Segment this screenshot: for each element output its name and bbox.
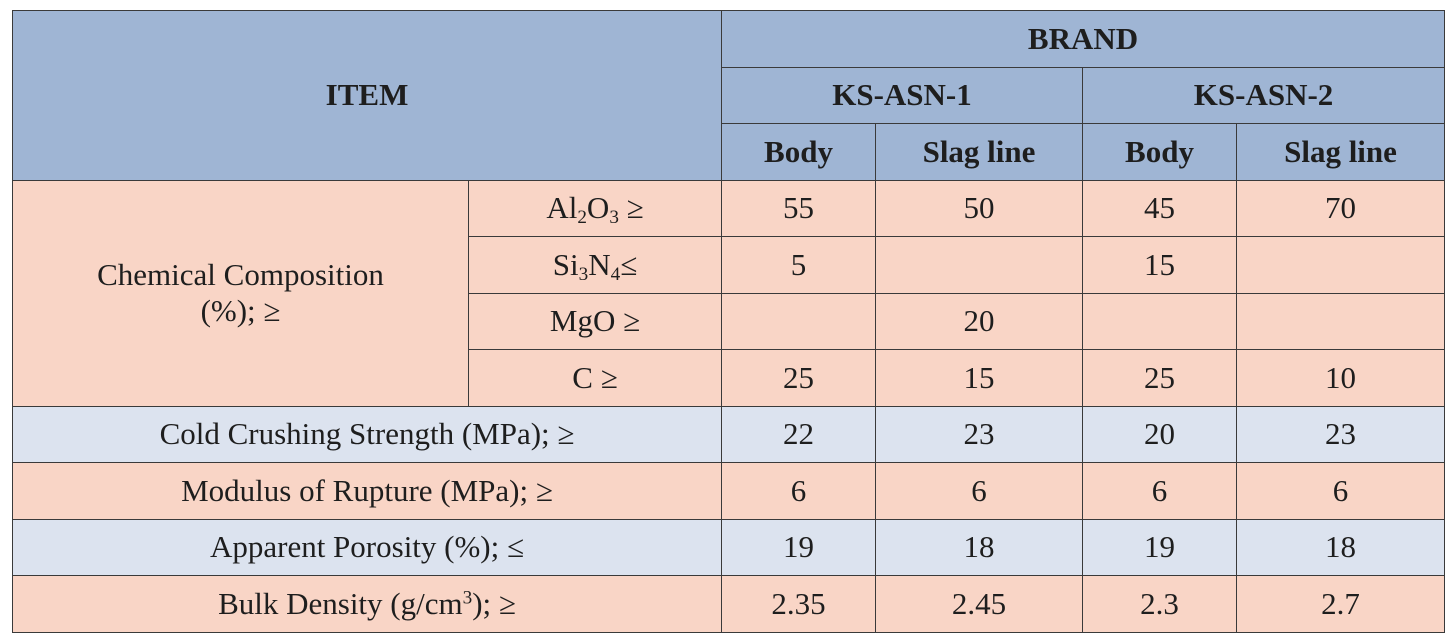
spec-table-wrapper: ITEM BRAND KS-ASN-1 KS-ASN-2 Body Slag l…: [12, 10, 1446, 633]
value-cell: 70: [1235, 179, 1446, 237]
chemical-composition-label: Chemical Composition (%); ≥: [12, 179, 469, 407]
formula-subscript: 4: [610, 263, 621, 285]
value-cell: 2.35: [721, 575, 876, 633]
value-cell: 25: [1082, 349, 1237, 407]
value-cell: 19: [721, 518, 876, 576]
header-row-parts: Body Slag line Body Slag line: [13, 123, 1446, 181]
label-superscript: 3: [462, 587, 473, 609]
formula-part: N: [588, 246, 611, 282]
col-body-2: Body: [1082, 123, 1237, 181]
value-cell: 6: [1235, 462, 1446, 520]
property-label: Cold Crushing Strength (MPa); ≥: [12, 405, 722, 463]
formula-part: Al: [546, 190, 578, 226]
formula-subscript: 3: [609, 207, 619, 229]
value-cell: 20: [1082, 405, 1237, 463]
value-cell: 23: [1235, 405, 1446, 463]
value-cell: 6: [1082, 462, 1237, 520]
value-cell: 18: [875, 518, 1083, 576]
formula-part: ≥: [618, 190, 644, 226]
value-cell: 23: [875, 405, 1083, 463]
value-cell: 6: [875, 462, 1083, 520]
value-cell: 25: [721, 349, 876, 407]
formula-subscript: 3: [578, 263, 589, 285]
value-cell: 5: [721, 236, 876, 294]
value-cell: 15: [1082, 236, 1237, 294]
header-row-brands: KS-ASN-1 KS-ASN-2: [13, 66, 1446, 124]
col-body-1: Body: [721, 123, 876, 181]
header-row-brand: ITEM BRAND: [12, 10, 1446, 181]
label-part: Bulk Density (g/cm: [218, 585, 463, 621]
spec-table: ITEM BRAND KS-ASN-1 KS-ASN-2 Body Slag l…: [12, 10, 1446, 633]
row-cold-crushing-strength: Cold Crushing Strength (MPa); ≥ 22 23 20…: [12, 405, 1446, 463]
brand-ks-asn-1: KS-ASN-1: [721, 66, 1083, 124]
property-label: Apparent Porosity (%); ≤: [12, 518, 722, 576]
property-label: Bulk Density (g/cm3); ≥: [12, 575, 722, 633]
item-header: ITEM: [12, 10, 722, 181]
formula-si3n4: Si3N4≤: [468, 236, 722, 294]
col-slag-line-2: Slag line: [1235, 123, 1446, 181]
value-cell: 55: [721, 179, 876, 237]
formula-subscript: 2: [577, 207, 587, 229]
value-cell: [1235, 236, 1446, 294]
value-cell: 19: [1082, 518, 1237, 576]
label-part: ); ≥: [472, 585, 516, 621]
chem-row-si3n4: Si3N4≤ 5 15: [13, 236, 1446, 294]
value-cell: 45: [1082, 179, 1237, 237]
value-cell: 22: [721, 405, 876, 463]
formula-c: C ≥: [468, 349, 722, 407]
formula-part: Si: [552, 246, 579, 282]
formula-part: ≤: [620, 246, 638, 282]
formula-part: O: [586, 190, 610, 226]
formula-mgo: MgO ≥: [468, 292, 722, 350]
value-cell: [1082, 292, 1237, 350]
chem-label-line2: (%); ≥: [200, 293, 281, 328]
value-cell: [875, 236, 1083, 294]
row-apparent-porosity: Apparent Porosity (%); ≤ 19 18 19 18: [12, 518, 1446, 576]
formula-al2o3: Al2O3 ≥: [468, 179, 722, 237]
row-bulk-density: Bulk Density (g/cm3); ≥ 2.35 2.45 2.3 2.…: [12, 575, 1446, 633]
value-cell: 2.7: [1235, 575, 1446, 633]
chem-row-al2o3: Chemical Composition (%); ≥ Al2O3 ≥ 55 5…: [12, 179, 1446, 407]
value-cell: [721, 292, 876, 350]
chem-row-mgo: MgO ≥ 20: [13, 292, 1446, 350]
property-label: Modulus of Rupture (MPa); ≥: [12, 462, 722, 520]
value-cell: 6: [721, 462, 876, 520]
value-cell: 20: [875, 292, 1083, 350]
value-cell: 15: [875, 349, 1083, 407]
row-modulus-of-rupture: Modulus of Rupture (MPa); ≥ 6 6 6 6: [12, 462, 1446, 520]
chem-label-line1: Chemical Composition: [97, 257, 384, 293]
value-cell: 50: [875, 179, 1083, 237]
value-cell: 18: [1235, 518, 1446, 576]
value-cell: [1235, 292, 1446, 350]
value-cell: 2.45: [875, 575, 1083, 633]
brand-ks-asn-2: KS-ASN-2: [1081, 66, 1446, 124]
brand-header: BRAND: [720, 10, 1446, 68]
value-cell: 2.3: [1082, 575, 1237, 633]
value-cell: 10: [1235, 349, 1446, 407]
col-slag-line-1: Slag line: [875, 123, 1083, 181]
